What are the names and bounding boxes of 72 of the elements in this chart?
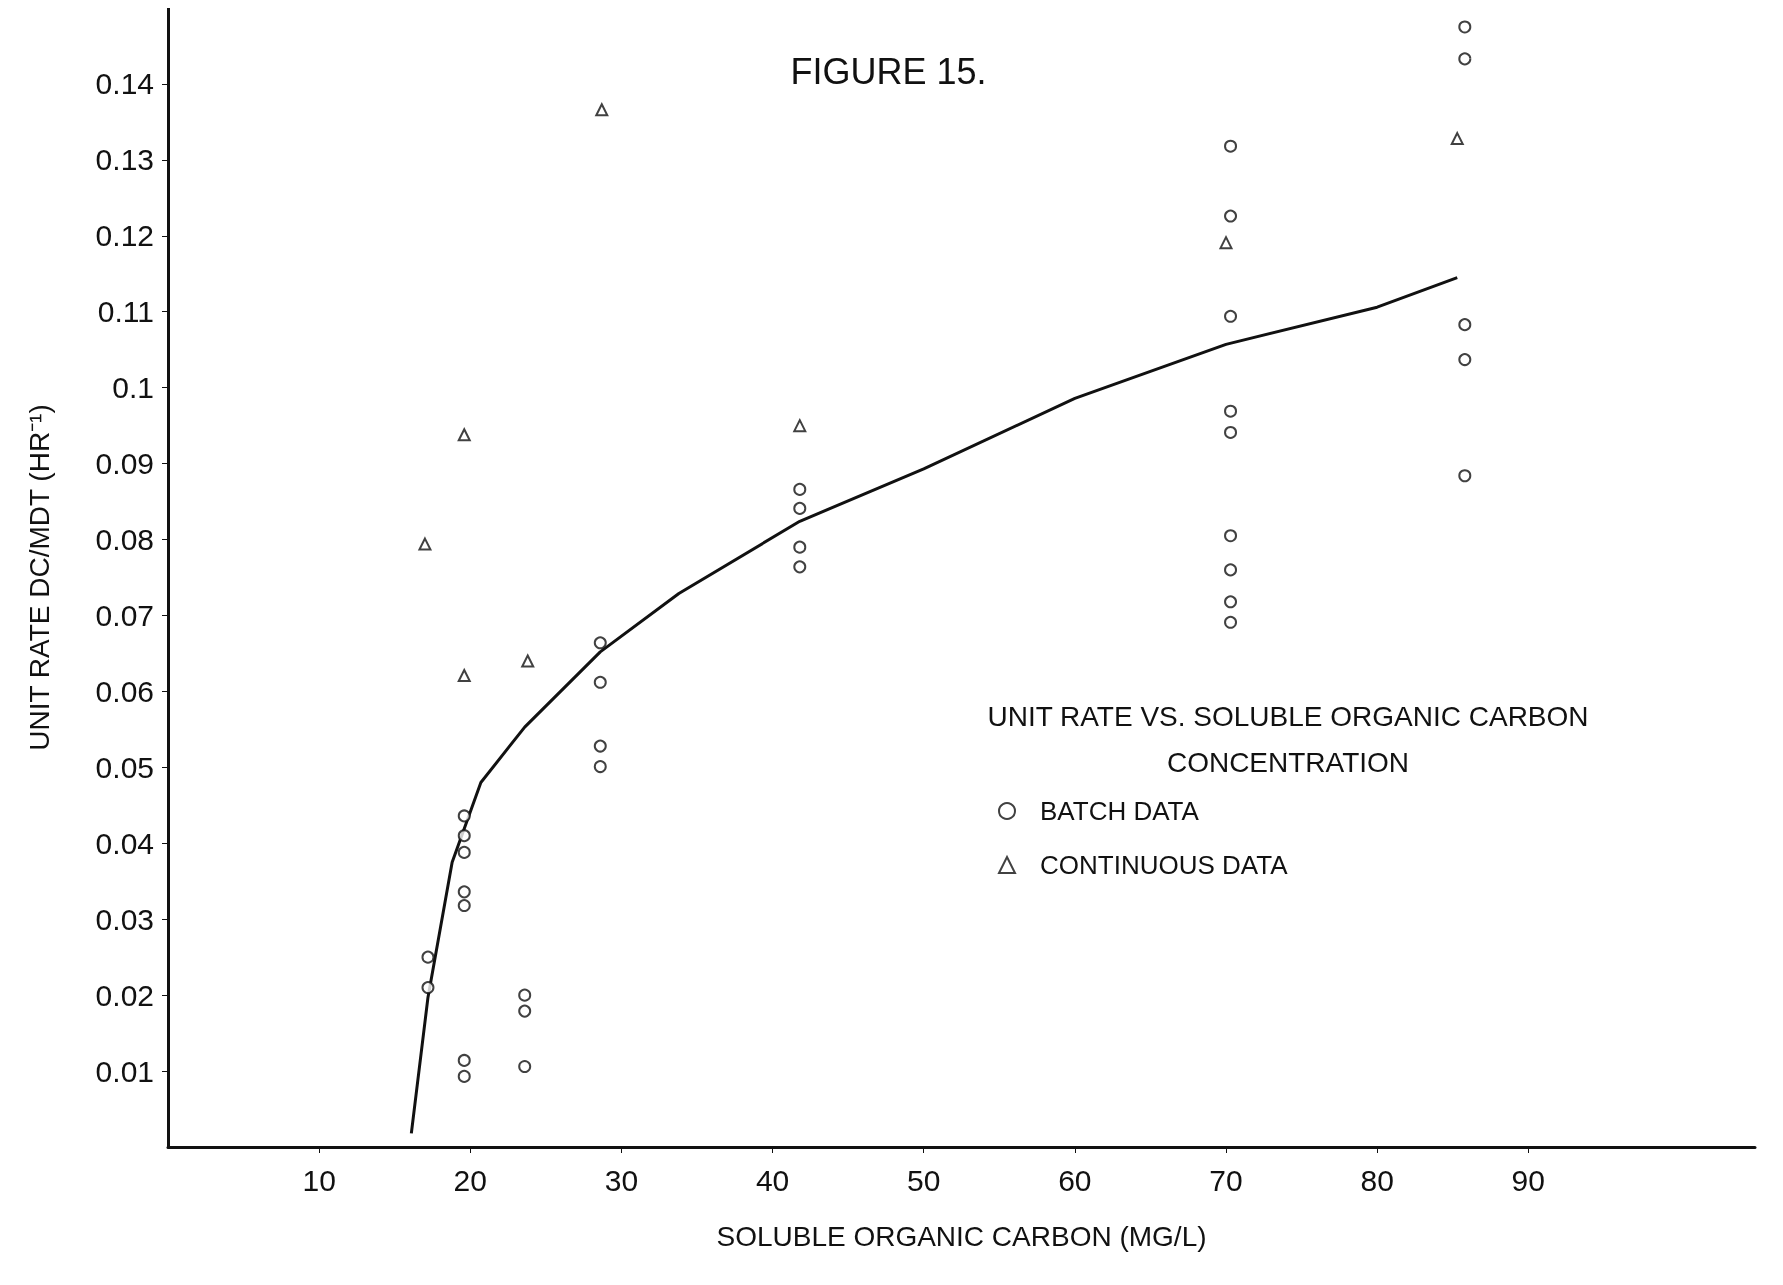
x-axis-title: SOLUBLE ORGANIC CARBON (MG/L)	[716, 1220, 1207, 1252]
y-tick-label: 0.08	[95, 523, 154, 557]
y-tick-label: 0.12	[95, 219, 154, 253]
point	[1458, 20, 1472, 34]
legend-label: BATCH DATA	[1040, 796, 1200, 826]
y-tick-label: 0.05	[95, 750, 154, 784]
x-tick-label: 90	[1511, 1163, 1545, 1197]
point	[1458, 318, 1472, 332]
point	[1450, 132, 1464, 146]
x-tick-label: 40	[755, 1163, 790, 1197]
y-tick-label: 0.04	[95, 826, 154, 860]
point	[595, 103, 609, 117]
point	[457, 1069, 471, 1083]
point	[518, 988, 532, 1002]
x-tick-label: 10	[302, 1163, 336, 1197]
y-tick-label: 0.02	[95, 978, 154, 1012]
y-tick-label: 0.07	[95, 598, 154, 632]
point	[457, 829, 471, 843]
y-tick-label: 0.1	[112, 371, 154, 405]
point	[457, 428, 471, 442]
point	[1224, 425, 1238, 439]
point	[1458, 469, 1472, 483]
point	[418, 537, 432, 551]
point	[593, 675, 607, 689]
point	[793, 560, 807, 574]
point	[1224, 563, 1238, 577]
point	[793, 501, 807, 515]
point	[457, 899, 471, 913]
point	[793, 419, 807, 433]
point	[457, 1053, 471, 1067]
line-series	[409, 276, 1459, 1135]
x-tick-label: 30	[604, 1163, 639, 1197]
point	[1224, 309, 1238, 323]
point	[457, 885, 471, 899]
x-tick-label: 20	[453, 1163, 487, 1197]
x-tick-label: 60	[1058, 1163, 1092, 1197]
point	[1224, 209, 1238, 223]
point	[1224, 595, 1238, 609]
point	[1458, 52, 1472, 66]
y-tick-label: 0.11	[97, 295, 154, 329]
point	[518, 1060, 532, 1074]
point	[593, 760, 607, 774]
point	[521, 654, 535, 668]
point	[793, 540, 807, 554]
point	[793, 482, 807, 496]
legend-label: CONTINUOUS DATA	[1040, 850, 1289, 880]
point	[1224, 529, 1238, 543]
point	[1224, 139, 1238, 153]
point	[457, 845, 471, 859]
point	[593, 636, 607, 650]
text: FIGURE 15.	[790, 50, 987, 92]
y-axis-title: UNIT RATE DC/MDT (HR⁻¹)	[23, 404, 55, 751]
point	[1458, 353, 1472, 367]
y-tick-label: 0.03	[95, 902, 154, 936]
point	[457, 668, 471, 682]
x-tick-label: 70	[1209, 1163, 1243, 1197]
legend-title: UNIT RATE VS. SOLUBLE ORGANIC CARBON CONCENTRATION	[987, 700, 1589, 778]
y-tick-label: 0.14	[95, 67, 154, 101]
point	[1224, 404, 1238, 418]
y-tick-label: 0.09	[95, 447, 154, 481]
x-tick-label: 80	[1360, 1163, 1394, 1197]
point	[421, 950, 435, 964]
point	[1224, 615, 1238, 629]
y-tick-label: 0.06	[95, 674, 154, 708]
x-tick-label: 50	[907, 1163, 941, 1197]
point	[593, 739, 607, 753]
point	[1219, 236, 1233, 250]
y-tick-label: 0.13	[95, 143, 154, 177]
point	[518, 1004, 532, 1018]
y-tick-label: 0.01	[95, 1054, 154, 1088]
point	[457, 809, 471, 823]
point	[421, 981, 435, 995]
